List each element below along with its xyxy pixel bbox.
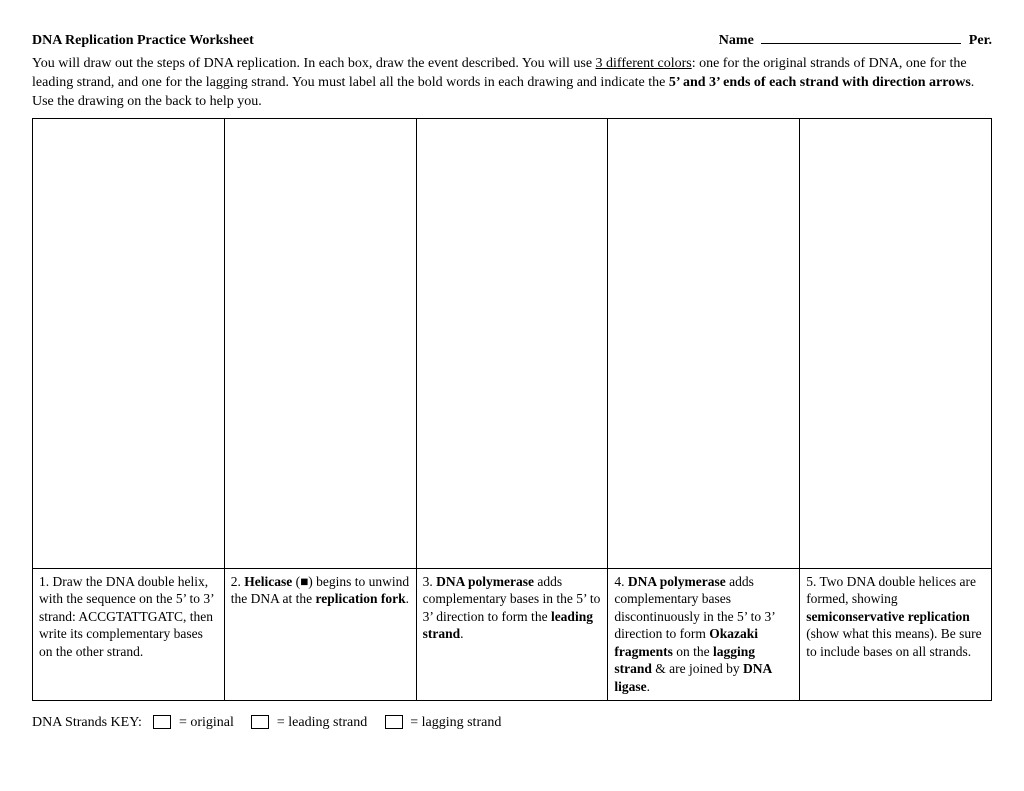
- key-original: = original: [179, 715, 234, 730]
- key-leading: = leading strand: [277, 715, 367, 730]
- key-box-original[interactable]: [153, 715, 171, 729]
- desc4-end: .: [647, 679, 650, 694]
- draw-box-5[interactable]: [800, 118, 992, 568]
- desc2-b2: replication fork: [316, 591, 406, 606]
- instr-underline: 3 different colors: [596, 56, 692, 71]
- instr-bold: 5’ and 3’ ends of each strand with direc…: [669, 75, 971, 90]
- key-label: DNA Strands KEY:: [32, 715, 142, 730]
- desc3-b1: DNA polymerase: [436, 574, 534, 589]
- draw-box-2[interactable]: [224, 118, 416, 568]
- strands-key: DNA Strands KEY: = original = leading st…: [32, 715, 992, 731]
- desc3-end: .: [460, 626, 463, 641]
- desc2-a: 2.: [231, 574, 245, 589]
- desc5-a: 5. Two DNA double helices are formed, sh…: [806, 574, 976, 607]
- instructions: You will draw out the steps of DNA repli…: [32, 55, 992, 112]
- draw-box-4[interactable]: [608, 118, 800, 568]
- desc1-text: 1. Draw the DNA double helix, with the s…: [39, 574, 214, 659]
- desc4-mid2: on the: [673, 644, 713, 659]
- key-box-leading[interactable]: [251, 715, 269, 729]
- desc4-b1: DNA polymerase: [628, 574, 726, 589]
- draw-box-3[interactable]: [416, 118, 608, 568]
- desc-cell-3: 3. DNA polymerase adds complementary bas…: [416, 568, 608, 700]
- worksheet-header: DNA Replication Practice Worksheet Name …: [32, 30, 992, 49]
- desc4-mid3: & are joined by: [652, 661, 743, 676]
- description-row: 1. Draw the DNA double helix, with the s…: [33, 568, 992, 700]
- instr-text-1: You will draw out the steps of DNA repli…: [32, 56, 596, 71]
- desc-cell-1: 1. Draw the DNA double helix, with the s…: [33, 568, 225, 700]
- name-label: Name: [719, 33, 754, 48]
- desc-cell-2: 2. Helicase (■) begins to unwind the DNA…: [224, 568, 416, 700]
- desc-cell-4: 4. DNA polymerase adds complementary bas…: [608, 568, 800, 700]
- worksheet-grid: 1. Draw the DNA double helix, with the s…: [32, 118, 992, 701]
- desc3-a: 3.: [423, 574, 437, 589]
- name-blank[interactable]: [761, 30, 961, 44]
- name-per-group: Name Per.: [719, 30, 992, 49]
- desc4-a: 4.: [614, 574, 628, 589]
- desc5-b1: semiconservative replication: [806, 609, 970, 624]
- drawing-row: [33, 118, 992, 568]
- desc2-end: .: [406, 591, 409, 606]
- worksheet-title: DNA Replication Practice Worksheet: [32, 33, 254, 49]
- key-box-lagging[interactable]: [385, 715, 403, 729]
- draw-box-1[interactable]: [33, 118, 225, 568]
- desc2-b1: Helicase: [244, 574, 292, 589]
- desc5-mid: (show what this means). Be sure to inclu…: [806, 626, 981, 659]
- per-label: Per.: [969, 33, 992, 48]
- key-lagging: = lagging strand: [410, 715, 501, 730]
- desc-cell-5: 5. Two DNA double helices are formed, sh…: [800, 568, 992, 700]
